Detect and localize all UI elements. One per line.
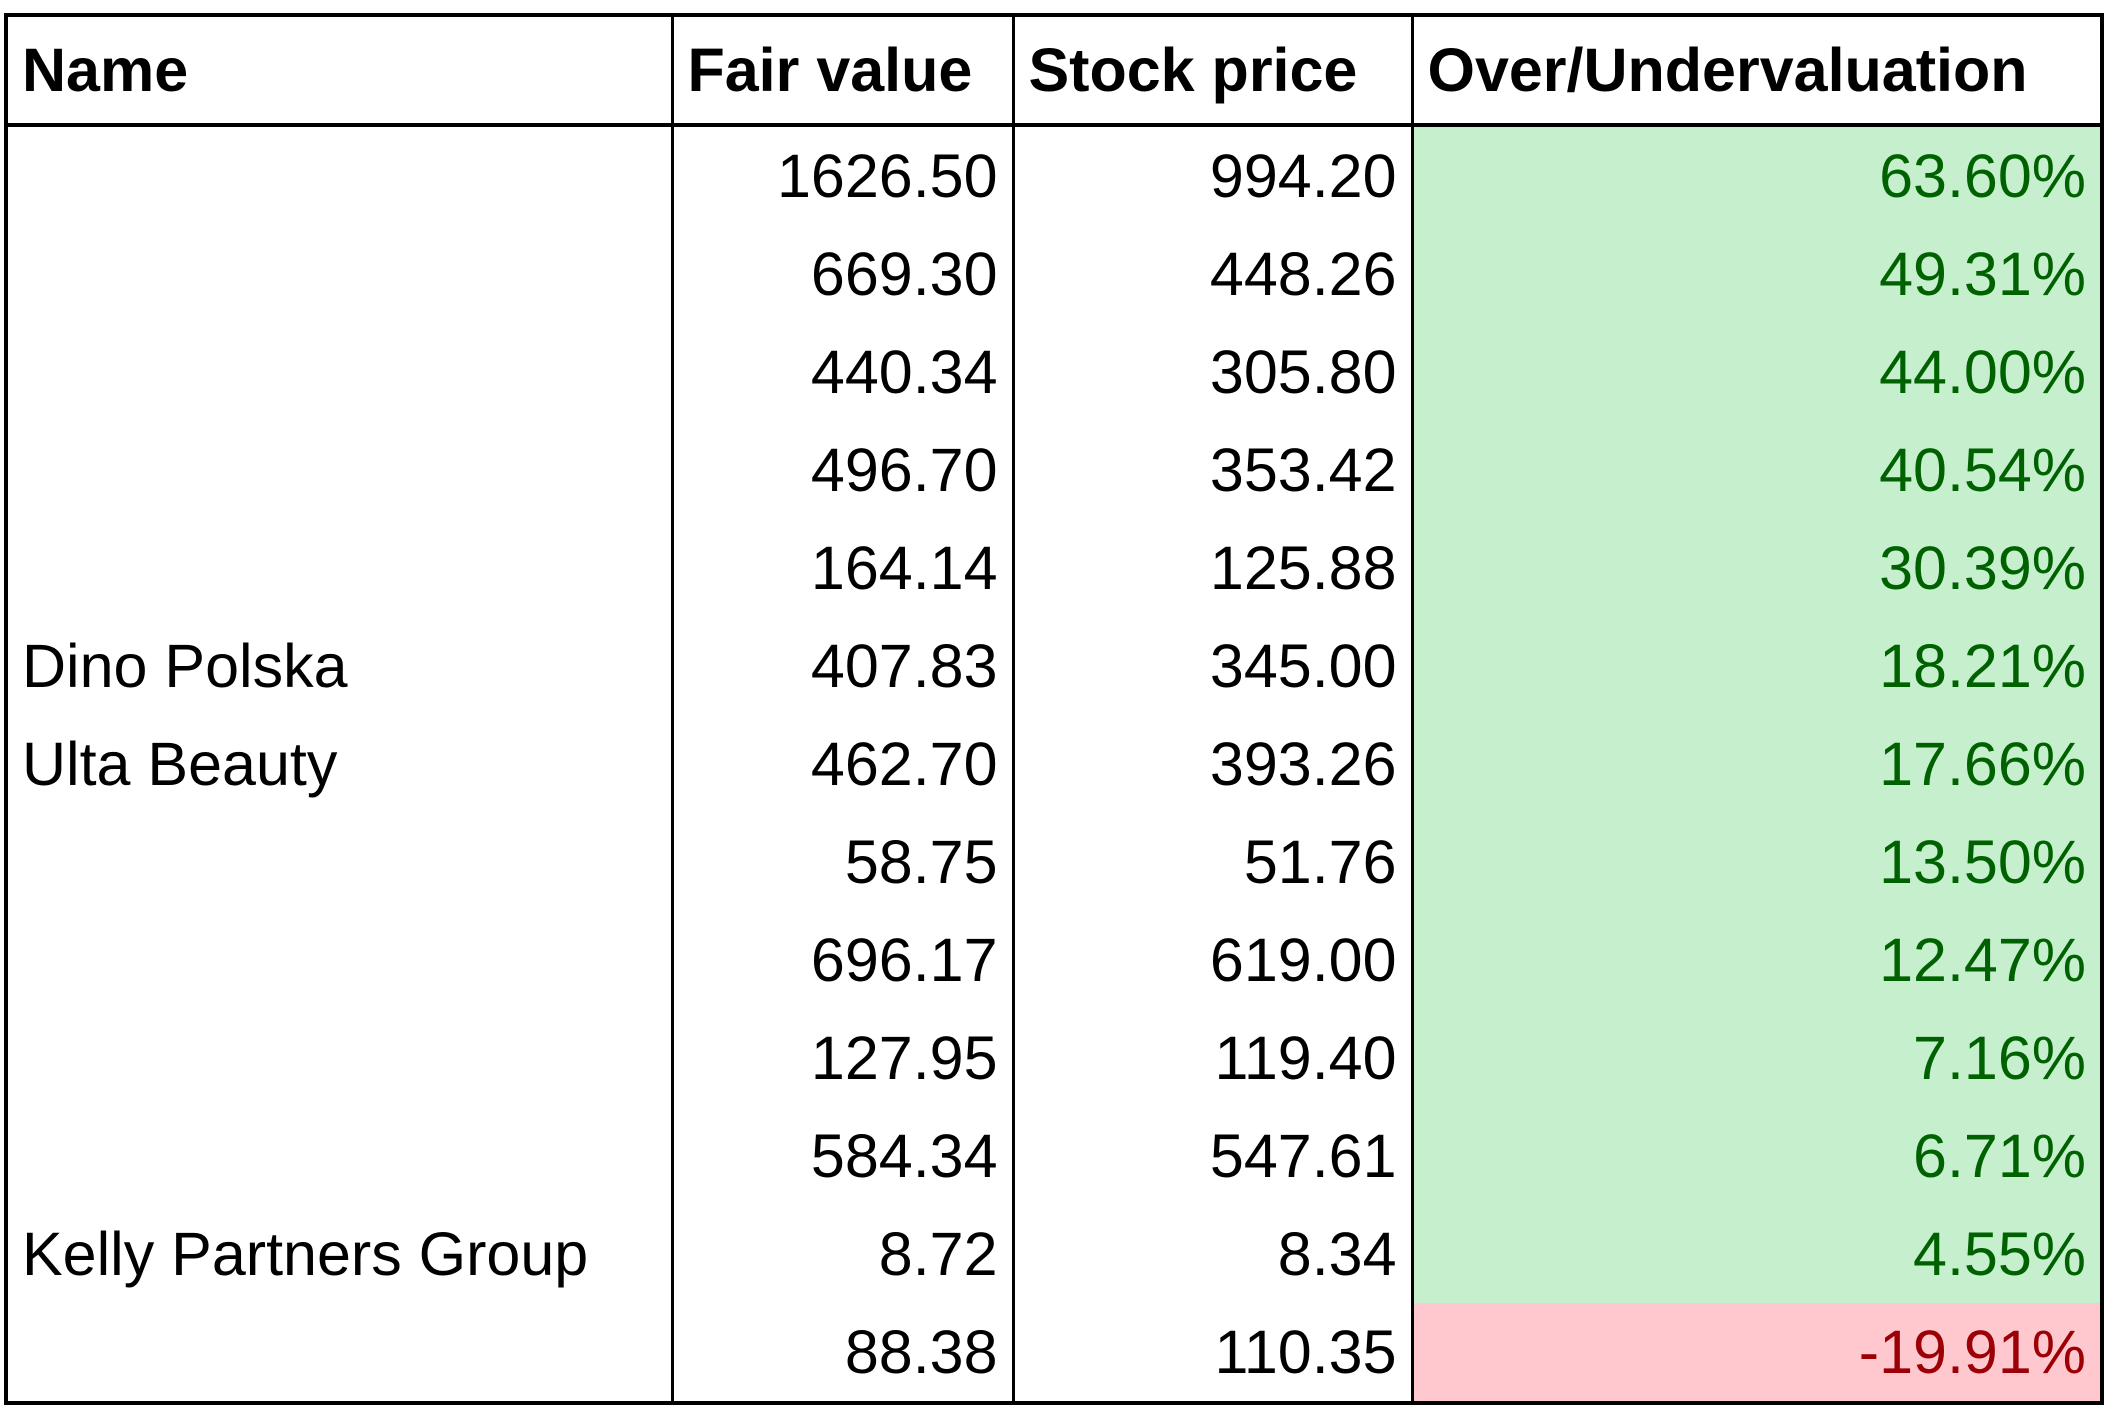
fair-value: 164.14 <box>672 519 1015 617</box>
stock-price: 8.34 <box>1013 1205 1414 1303</box>
table-body: 1626.50 994.20 63.60% 669.30 448.26 49.31% 440… <box>6 125 2104 1403</box>
company-name: Dino Polska <box>6 617 674 715</box>
stock-price: 994.20 <box>1013 125 1414 225</box>
company-name <box>6 911 674 1009</box>
column-header: Fair value <box>672 15 1015 127</box>
valuation-pct: -19.91% <box>1412 1303 2104 1403</box>
sheet: Name Fair value Stock price Over/Undervalua… <box>4 13 2104 1405</box>
valuation-pct: 49.31% <box>1412 225 2104 323</box>
valuation-pct: 4.55% <box>1412 1205 2104 1303</box>
valuation-pct: 44.00% <box>1412 323 2104 421</box>
table-row: 669.30 448.26 49.31% <box>6 225 2104 323</box>
fair-value: 440.34 <box>672 323 1015 421</box>
company-name: Ulta Beauty <box>6 715 674 813</box>
table-row: 496.70 353.42 40.54% <box>6 421 2104 519</box>
fair-value: 8.72 <box>672 1205 1015 1303</box>
fair-value: 127.95 <box>672 1009 1015 1107</box>
stock-price: 110.35 <box>1013 1303 1414 1403</box>
fair-value: 584.34 <box>672 1107 1015 1205</box>
valuation-pct: 13.50% <box>1412 813 2104 911</box>
fair-value: 496.70 <box>672 421 1015 519</box>
fair-value: 88.38 <box>672 1303 1015 1403</box>
stock-price: 353.42 <box>1013 421 1414 519</box>
stock-price: 547.61 <box>1013 1107 1414 1205</box>
stock-price: 393.26 <box>1013 715 1414 813</box>
company-name <box>6 125 674 225</box>
company-name: Kelly Partners Group <box>6 1205 674 1303</box>
stock-price: 619.00 <box>1013 911 1414 1009</box>
table-row: Dino Polska 407.83 345.00 18.21% <box>6 617 2104 715</box>
valuation-pct: 30.39% <box>1412 519 2104 617</box>
table-row: 440.34 305.80 44.00% <box>6 323 2104 421</box>
table-row: 88.38 110.35 -19.91% <box>6 1303 2104 1403</box>
stock-price: 305.80 <box>1013 323 1414 421</box>
fair-value: 696.17 <box>672 911 1015 1009</box>
table-row: 1626.50 994.20 63.60% <box>6 125 2104 225</box>
table-row: 696.17 619.00 12.47% <box>6 911 2104 1009</box>
fair-value: 669.30 <box>672 225 1015 323</box>
valuation-pct: 18.21% <box>1412 617 2104 715</box>
company-name <box>6 1107 674 1205</box>
stock-price: 448.26 <box>1013 225 1414 323</box>
column-header: Over/Undervaluation <box>1412 15 2104 127</box>
table-row: 58.75 51.76 13.50% <box>6 813 2104 911</box>
column-header: Stock price <box>1013 15 1414 127</box>
table-row: 164.14 125.88 30.39% <box>6 519 2104 617</box>
valuation-pct: 17.66% <box>1412 715 2104 813</box>
fair-value: 462.70 <box>672 715 1015 813</box>
table-row: Ulta Beauty 462.70 393.26 17.66% <box>6 715 2104 813</box>
valuation-table: Name Fair value Stock price Over/Undervalua… <box>4 13 2104 1405</box>
company-name <box>6 519 674 617</box>
stock-price: 51.76 <box>1013 813 1414 911</box>
header-row: Name Fair value Stock price Over/Undervalua… <box>6 15 2104 127</box>
valuation-pct: 63.60% <box>1412 125 2104 225</box>
company-name <box>6 1303 674 1403</box>
company-name <box>6 421 674 519</box>
table-row: Kelly Partners Group 8.72 8.34 4.55% <box>6 1205 2104 1303</box>
company-name <box>6 1009 674 1107</box>
valuation-pct: 7.16% <box>1412 1009 2104 1107</box>
stock-price: 125.88 <box>1013 519 1414 617</box>
valuation-pct: 40.54% <box>1412 421 2104 519</box>
stock-price: 119.40 <box>1013 1009 1414 1107</box>
fair-value: 1626.50 <box>672 125 1015 225</box>
fair-value: 407.83 <box>672 617 1015 715</box>
table-row: 127.95 119.40 7.16% <box>6 1009 2104 1107</box>
table-row: 584.34 547.61 6.71% <box>6 1107 2104 1205</box>
company-name <box>6 225 674 323</box>
valuation-pct: 6.71% <box>1412 1107 2104 1205</box>
valuation-pct: 12.47% <box>1412 911 2104 1009</box>
column-header: Name <box>6 15 674 127</box>
fair-value: 58.75 <box>672 813 1015 911</box>
company-name <box>6 323 674 421</box>
stock-price: 345.00 <box>1013 617 1414 715</box>
company-name <box>6 813 674 911</box>
